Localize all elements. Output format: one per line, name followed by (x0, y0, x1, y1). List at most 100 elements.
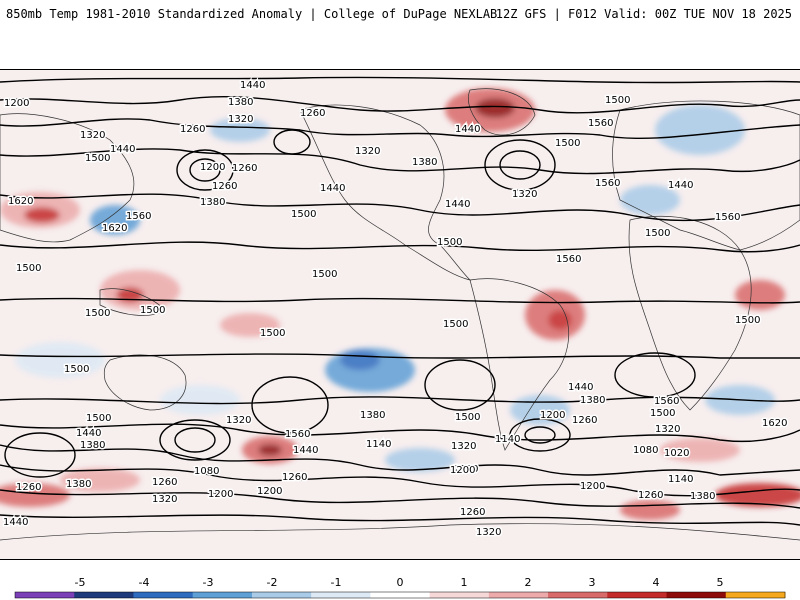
contour-label: 1200 (200, 162, 225, 173)
contour-label: 1200 (4, 98, 29, 109)
contour-label: 1560 (715, 212, 740, 223)
contour-label: 1500 (260, 328, 285, 339)
contour-label: 1140 (366, 439, 391, 450)
contour-label: 1440 (568, 382, 593, 393)
colorbar-segment (15, 592, 75, 598)
contour-label: 1320 (451, 441, 476, 452)
colorbar-segment (488, 592, 549, 598)
contour-label: 1080 (633, 445, 658, 456)
height-contours (0, 76, 800, 526)
contour-label: 1560 (588, 118, 613, 129)
contour-label: 1560 (654, 396, 679, 407)
contour-label: 1200 (208, 489, 233, 500)
colorbar-strip (14, 591, 786, 599)
contour-label: 1500 (650, 408, 675, 419)
contour-label: 1500 (735, 315, 760, 326)
colorbar-segment (74, 592, 134, 598)
contour-label: 1320 (476, 527, 501, 538)
contour-label: 1200 (540, 410, 565, 421)
contour-label: 1200 (450, 465, 475, 476)
contour-label: 1260 (572, 415, 597, 426)
colorbar-tick-label: 3 (588, 576, 596, 589)
colorbar-segment (311, 592, 371, 598)
contour-label: 1500 (85, 153, 110, 164)
contour-label: 1440 (293, 445, 318, 456)
contour-label: 1500 (455, 412, 480, 423)
contour-label: 1560 (595, 178, 620, 189)
contour-label: 1500 (64, 364, 89, 375)
colorbar-segment (429, 592, 490, 598)
contour-label: 1320 (228, 114, 253, 125)
map-title: 850mb Temp 1981-2010 Standardized Anomal… (6, 7, 498, 21)
contour-label: 1260 (180, 124, 205, 135)
contour-label: 1020 (664, 448, 689, 459)
contour-label: 1140 (668, 474, 693, 485)
colorbar-tick-label: 4 (652, 576, 660, 589)
contour-label: 1260 (16, 482, 41, 493)
contour-label: 1200 (257, 486, 282, 497)
contour-labels: 1440 1380 1320 1260 1200 1320 1260 1320 … (2, 79, 789, 540)
contour-label: 1320 (655, 424, 680, 435)
colorbar-segment (607, 592, 668, 598)
contour-label: 1260 (460, 507, 485, 518)
contour-label: 1440 (240, 80, 265, 91)
contour-label: 1500 (291, 209, 316, 220)
colorbar: -5 -4 -3 -2 -1 0 1 2 3 4 5 (0, 570, 800, 600)
contour-label: 1620 (8, 196, 33, 207)
contour-label: 1500 (437, 237, 462, 248)
contour-label: 1500 (645, 228, 670, 239)
contour-label: 1500 (86, 413, 111, 424)
contour-label: 1500 (605, 95, 630, 106)
contour-label: 1380 (80, 440, 105, 451)
contour-label: 1380 (412, 157, 437, 168)
contour-label: 1500 (555, 138, 580, 149)
contour-label: 1320 (80, 130, 105, 141)
contour-label: 1620 (762, 418, 787, 429)
contour-label: 1380 (580, 395, 605, 406)
contour-label: 1140 (495, 434, 520, 445)
contour-label: 1200 (453, 464, 478, 475)
colorbar-tick-label: -4 (138, 576, 150, 589)
colorbar-tick-label: 2 (524, 576, 532, 589)
contour-label: 1200 (580, 481, 605, 492)
colorbar-tick-label: -1 (330, 576, 342, 589)
contour-label: 1380 (228, 97, 253, 108)
contour-label: 1080 (194, 466, 219, 477)
contour-label: 1380 (360, 410, 385, 421)
colorbar-segment (251, 592, 312, 598)
contour-label: 1440 (110, 144, 135, 155)
contour-label: 1260 (152, 477, 177, 488)
colorbar-segment (548, 592, 608, 598)
run-info: 12Z GFS | F012 Valid: 00Z TUE NOV 18 202… (495, 7, 792, 21)
contour-label: 1440 (455, 124, 480, 135)
colorbar-tick-label: -5 (74, 576, 86, 589)
contour-label: 1260 (638, 490, 663, 501)
colorbar-tick-label: 1 (460, 576, 468, 589)
map-panel: 1440 1380 1320 1260 1200 1320 1260 1320 … (0, 69, 800, 560)
colorbar-tick-label: 0 (396, 576, 404, 589)
contour-label: 1560 (556, 254, 581, 265)
contour-label: 1260 (282, 472, 307, 483)
colorbar-frame (14, 591, 786, 599)
contour-label: 1500 (443, 319, 468, 330)
contour-label: 1500 (140, 305, 165, 316)
contour-label: 1500 (312, 269, 337, 280)
contour-label: 1440 (445, 199, 470, 210)
contour-label: 1320 (226, 415, 251, 426)
colorbar-segment (133, 592, 194, 598)
contour-label: 1260 (300, 108, 325, 119)
contour-label: 1440 (76, 428, 101, 439)
contour-label: 1380 (66, 479, 91, 490)
contour-label: 1440 (668, 180, 693, 191)
contour-label: 1320 (512, 189, 537, 200)
colorbar-segment (725, 592, 786, 598)
contour-label: 1320 (355, 146, 380, 157)
contour-label: 1260 (212, 181, 237, 192)
colorbar-tick-label: 5 (716, 576, 724, 589)
colorbar-tick-label: -2 (266, 576, 278, 589)
contour-label: 1440 (320, 183, 345, 194)
colorbar-segment (666, 592, 727, 598)
contour-label: 1380 (200, 197, 225, 208)
contour-label: 1260 (232, 163, 257, 174)
contour-label: 1620 (102, 223, 127, 234)
